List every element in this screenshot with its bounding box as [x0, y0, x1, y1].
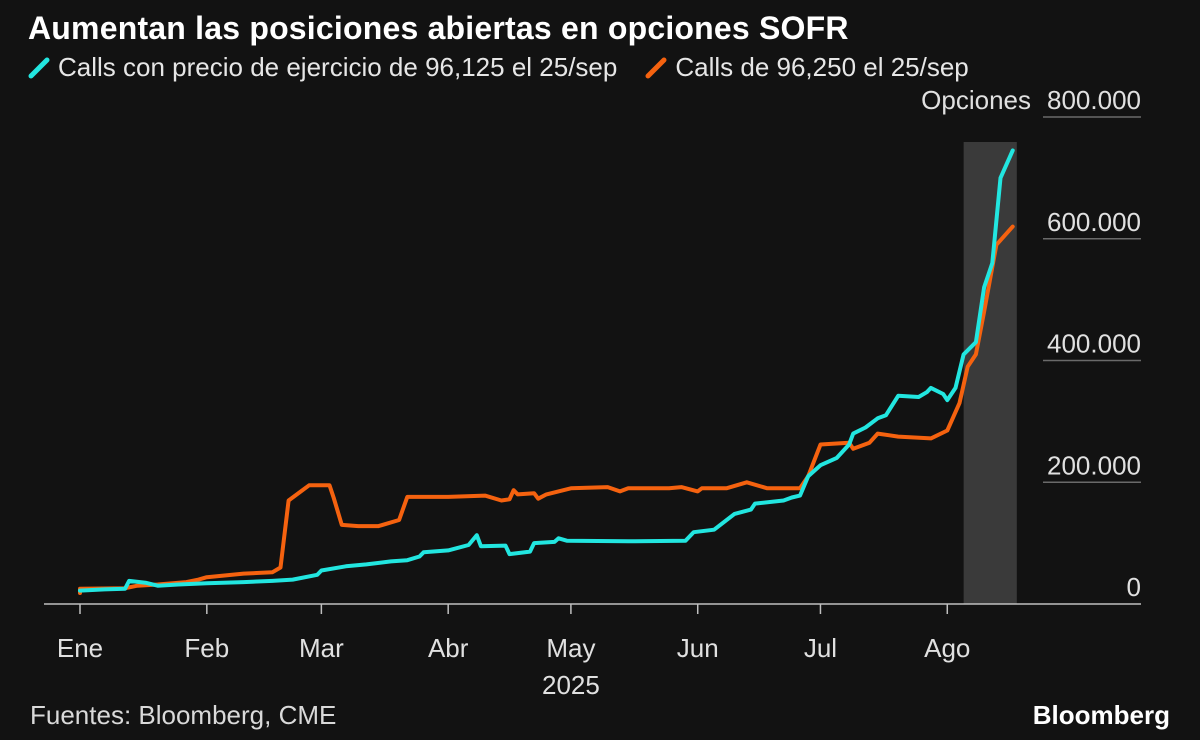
x-tick-label: Abr [428, 633, 469, 663]
legend-label-series-1: Calls con precio de ejercicio de 96,125 … [58, 52, 618, 82]
x-tick-label: Ene [57, 633, 103, 663]
y-axis-unit-label: Opciones [921, 85, 1031, 115]
legend-swatch-series-2 [645, 57, 667, 79]
x-tick-label: May [546, 633, 595, 663]
y-tick-label: 600.000 [1047, 207, 1141, 237]
x-tick-label: Ago [924, 633, 970, 663]
chart-legend: Calls con precio de ejercicio de 96,125 … [28, 52, 969, 83]
legend-item-series-1: Calls con precio de ejercicio de 96,125 … [28, 52, 617, 83]
legend-swatch-series-1 [28, 57, 50, 79]
y-tick-label: 200.000 [1047, 450, 1141, 480]
x-tick-label: Jun [677, 633, 719, 663]
x-tick-label: Jul [804, 633, 837, 663]
legend-label-series-2: Calls de 96,250 el 25/sep [675, 52, 969, 82]
y-tick-label: 800.000 [1047, 85, 1141, 115]
x-year-label: 2025 [542, 670, 600, 700]
chart-title: Aumentan las posiciones abiertas en opci… [28, 10, 849, 46]
series-line-2 [78, 224, 1015, 595]
brand-logo: Bloomberg [1032, 700, 1170, 730]
highlight-band [963, 142, 1017, 604]
y-tick-label: 400.000 [1047, 329, 1141, 359]
series-line-1 [78, 148, 1015, 593]
x-tick-label: Mar [299, 633, 344, 663]
legend-item-series-2: Calls de 96,250 el 25/sep [645, 52, 969, 83]
source-note: Fuentes: Bloomberg, CME [30, 700, 337, 730]
x-tick-label: Feb [184, 633, 229, 663]
y-tick-label: 0 [1127, 572, 1141, 602]
